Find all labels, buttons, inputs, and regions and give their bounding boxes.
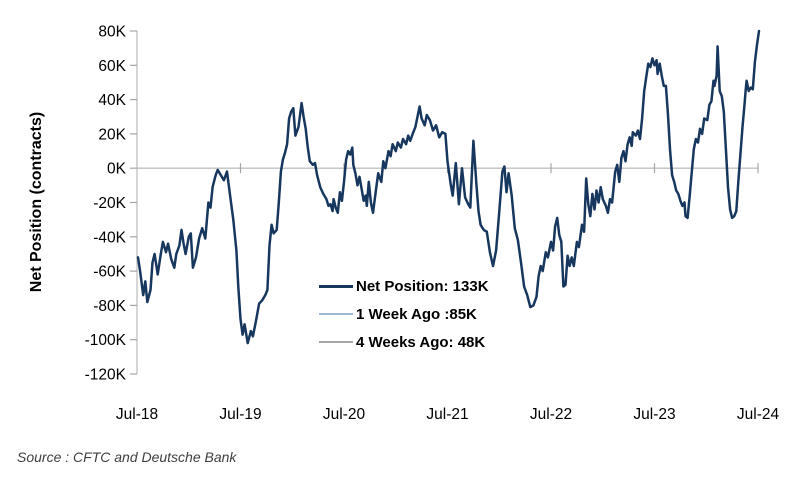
- x-tick-label: Jul-21: [426, 406, 468, 423]
- y-tick-label: 0K: [107, 161, 127, 178]
- x-tick-label: Jul-18: [116, 406, 158, 423]
- y-tick-label: -20K: [93, 195, 126, 212]
- legend-item-1-week-ago: 1 Week Ago :85K: [319, 300, 489, 328]
- y-tick-label: 20K: [98, 126, 126, 143]
- x-tick-label: Jul-24: [737, 406, 780, 423]
- y-tick-label: -60K: [93, 264, 126, 281]
- legend-item-net-position: Net Position: 133K: [319, 272, 489, 300]
- legend-item-4-weeks-ago: 4 Weeks Ago: 48K: [319, 328, 489, 356]
- legend-label: Net Position: 133K: [356, 277, 489, 295]
- net-position-line-swatch: [319, 284, 353, 288]
- source-note: Source : CFTC and Deutsche Bank: [17, 449, 237, 465]
- y-tick-label: -40K: [93, 229, 126, 246]
- net-position-line-chart: 80K 60K 40K 20K 0K -20K -40K -60K -80K -100K -120K…: [85, 24, 780, 424]
- y-tick-label: 40K: [98, 92, 126, 109]
- y-tick-label: -100K: [85, 332, 127, 349]
- y-tick-label: 80K: [98, 24, 126, 41]
- x-tick-label: Jul-22: [530, 406, 572, 423]
- legend-label: 1 Week Ago :85K: [356, 305, 477, 323]
- x-tick-label: Jul-20: [323, 406, 366, 423]
- net-position-line: [136, 29, 761, 345]
- chart-legend: Net Position: 133K 1 Week Ago :85K 4 Wee…: [319, 272, 489, 356]
- one-week-ago-line-swatch: [319, 313, 353, 315]
- x-tick-label: Jul-23: [633, 406, 675, 423]
- four-weeks-ago-line-swatch: [319, 341, 353, 343]
- x-tick-label: Jul-19: [219, 406, 261, 423]
- y-tick-label: -120K: [85, 367, 127, 384]
- y-axis-title: Net Position (contracts): [28, 111, 45, 293]
- y-tick-label: 60K: [98, 58, 126, 75]
- legend-label: 4 Weeks Ago: 48K: [356, 333, 486, 351]
- y-tick-label: -80K: [93, 298, 126, 315]
